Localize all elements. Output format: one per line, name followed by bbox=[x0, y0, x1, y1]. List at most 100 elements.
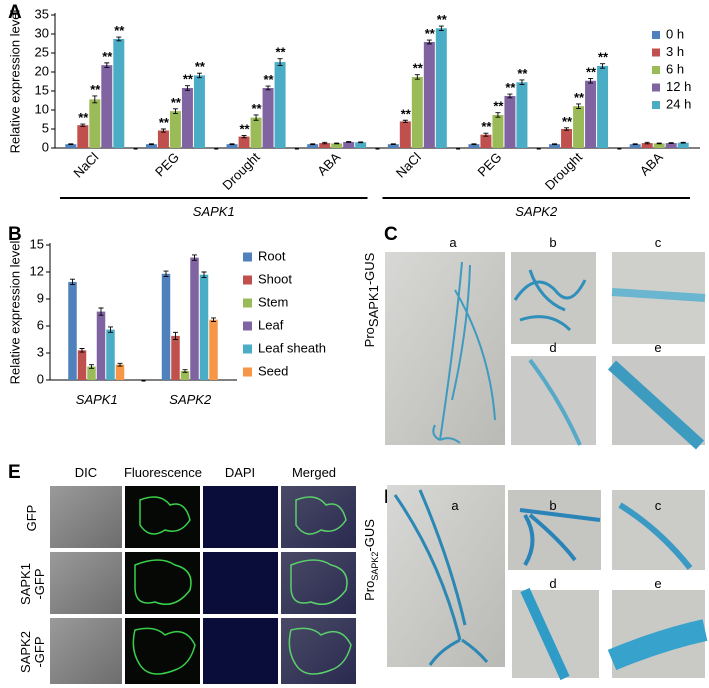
bar bbox=[435, 28, 447, 148]
significance-label: ** bbox=[401, 106, 412, 121]
panel-label: E bbox=[8, 462, 21, 483]
error-bar bbox=[471, 143, 477, 146]
significance-label: ** bbox=[425, 26, 436, 41]
legend-swatch bbox=[652, 101, 660, 109]
significance-label: ** bbox=[276, 45, 287, 60]
bar bbox=[193, 75, 205, 148]
image-label: b bbox=[549, 235, 556, 250]
legend-label: Shoot bbox=[258, 271, 292, 286]
image-label: a bbox=[449, 235, 457, 250]
error-bar bbox=[196, 72, 202, 79]
legend-swatch bbox=[243, 367, 252, 377]
y-tick-label: 30 bbox=[35, 25, 49, 40]
significance-label: ** bbox=[78, 110, 89, 125]
bar bbox=[65, 144, 77, 148]
bar bbox=[423, 41, 435, 149]
significance-label: ** bbox=[159, 115, 170, 130]
bar bbox=[238, 136, 250, 148]
legend-label: 6 h bbox=[666, 61, 684, 76]
row-label: SAPK2 bbox=[18, 631, 33, 673]
bar bbox=[274, 62, 286, 149]
gus-images bbox=[387, 485, 708, 681]
column-label: DAPI bbox=[225, 465, 255, 480]
cell-outline bbox=[295, 496, 347, 535]
image-label: e bbox=[654, 340, 661, 355]
bar bbox=[115, 364, 125, 380]
photo bbox=[203, 618, 278, 684]
bar bbox=[89, 99, 101, 148]
error-bar bbox=[519, 79, 525, 85]
bar bbox=[504, 95, 516, 148]
error-bar bbox=[79, 348, 85, 353]
root-detail bbox=[513, 269, 587, 332]
y-axis-label: Relative expression level bbox=[7, 240, 22, 384]
error-bar bbox=[184, 85, 190, 91]
error-bar bbox=[241, 135, 247, 139]
error-bar bbox=[98, 307, 104, 316]
error-bar bbox=[68, 143, 74, 146]
bar bbox=[549, 144, 561, 148]
significance-label: ** bbox=[90, 82, 101, 97]
cell-outline bbox=[132, 627, 196, 675]
significance-label: ** bbox=[183, 72, 194, 87]
root-detail bbox=[618, 502, 693, 570]
error-bar bbox=[148, 143, 154, 146]
significance-label: ** bbox=[102, 49, 113, 64]
error-bar bbox=[656, 142, 662, 145]
image-label: d bbox=[549, 340, 556, 355]
legend-label: 24 h bbox=[666, 96, 691, 111]
error-bar bbox=[495, 112, 501, 118]
error-bar bbox=[182, 369, 188, 373]
bar bbox=[96, 311, 106, 380]
x-tick-label: ABA bbox=[637, 149, 666, 178]
construct-label: ProSAPK1-GUS bbox=[362, 252, 381, 347]
panel-label: A bbox=[8, 2, 22, 23]
y-tick-label: 15 bbox=[35, 82, 49, 97]
label-part: Pro bbox=[362, 327, 377, 347]
bar bbox=[77, 350, 87, 380]
seedling bbox=[393, 489, 489, 666]
significance-label: ** bbox=[264, 72, 275, 87]
image-label: c bbox=[655, 235, 662, 250]
bar bbox=[480, 134, 492, 148]
significance-label: ** bbox=[252, 101, 263, 116]
significance-label: ** bbox=[598, 50, 609, 65]
legend-label: 12 h bbox=[666, 79, 691, 94]
legend-swatch bbox=[652, 31, 660, 39]
photo bbox=[50, 552, 122, 614]
cell-outline bbox=[290, 559, 348, 605]
bar bbox=[113, 38, 125, 148]
y-tick-label: 0 bbox=[42, 139, 49, 154]
error-bar bbox=[116, 36, 122, 42]
root-detail bbox=[611, 288, 706, 302]
bar bbox=[226, 144, 238, 148]
significance-label: ** bbox=[505, 80, 516, 95]
bar bbox=[68, 281, 77, 380]
bar bbox=[492, 114, 504, 148]
micrographs bbox=[50, 486, 356, 684]
significance-label: ** bbox=[240, 121, 251, 136]
photo bbox=[203, 486, 278, 548]
legend-swatch bbox=[652, 83, 660, 92]
error-bar bbox=[564, 127, 570, 131]
error-bar bbox=[552, 143, 558, 146]
bar bbox=[573, 106, 585, 148]
photo bbox=[508, 490, 601, 570]
y-axis-label: Relative expression level bbox=[7, 9, 22, 153]
bar bbox=[77, 125, 89, 148]
x-tick-label: NaCl bbox=[393, 149, 424, 180]
label-part: -GUS bbox=[362, 519, 377, 552]
bar bbox=[180, 371, 190, 380]
row-label: -GFP bbox=[32, 636, 47, 667]
y-tick-label: 0 bbox=[37, 371, 44, 386]
bar bbox=[169, 111, 181, 148]
legend-swatch bbox=[243, 252, 252, 262]
error-bar bbox=[414, 74, 420, 80]
bar bbox=[677, 142, 689, 148]
bar bbox=[331, 143, 343, 148]
error-bar bbox=[173, 331, 178, 340]
y-tick-label: 5 bbox=[42, 120, 49, 135]
y-tick-label: 15 bbox=[30, 236, 44, 251]
error-bar bbox=[346, 141, 352, 143]
bar bbox=[199, 274, 209, 380]
